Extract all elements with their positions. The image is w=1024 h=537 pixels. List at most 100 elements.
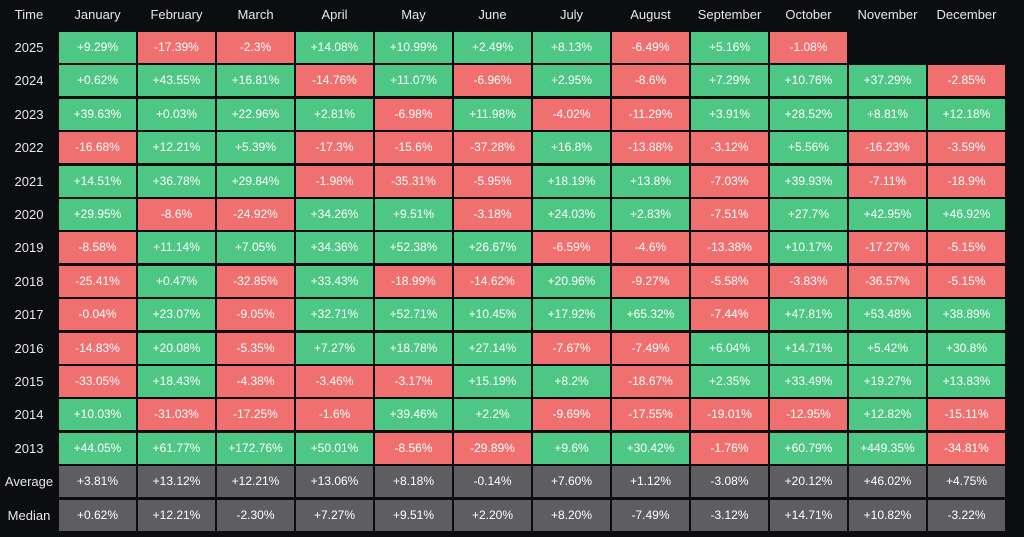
return-cell: -4.6% <box>612 232 689 264</box>
return-cell: -8.58% <box>59 232 136 264</box>
column-header: May <box>401 7 426 22</box>
summary-cell: -3.22% <box>928 499 1005 531</box>
return-cell: +29.95% <box>59 199 136 230</box>
row-label: 2024 <box>14 73 44 89</box>
return-cell: +12.21% <box>138 132 215 164</box>
column-header: February <box>150 7 203 22</box>
return-cell: -4.02% <box>533 98 610 130</box>
return-cell: +26.67% <box>454 232 531 264</box>
summary-cell: +7.27% <box>296 499 373 531</box>
return-cell: +11.07% <box>375 65 452 97</box>
return-cell: +39.93% <box>770 165 847 197</box>
return-cell: +15.19% <box>454 366 531 397</box>
return-cell: +6.04% <box>691 332 768 364</box>
row-label: 2019 <box>14 240 44 256</box>
return-cell: +14.08% <box>296 32 373 63</box>
return-cell: +33.43% <box>296 265 373 297</box>
summary-cell: +12.21% <box>217 466 294 498</box>
return-cell: +46.92% <box>928 199 1005 230</box>
return-cell: -12.95% <box>770 399 847 431</box>
row-label: 2013 <box>14 440 44 456</box>
return-cell: -33.05% <box>59 366 136 397</box>
return-cell: +7.27% <box>296 332 373 364</box>
return-cell: +8.2% <box>533 366 610 397</box>
return-cell: +18.19% <box>533 165 610 197</box>
return-cell: +8.13% <box>533 32 610 63</box>
return-cell: -34.81% <box>928 432 1005 464</box>
return-cell: -9.27% <box>612 265 689 297</box>
summary-cell: +4.75% <box>928 466 1005 498</box>
return-cell: +5.56% <box>770 132 847 164</box>
return-cell: +18.43% <box>138 366 215 397</box>
row-label: 2023 <box>14 106 44 122</box>
return-cell: +27.14% <box>454 332 531 364</box>
column-header: November <box>857 7 918 22</box>
return-cell: -14.76% <box>296 65 373 97</box>
return-cell: -15.11% <box>928 399 1005 431</box>
row-label: 2018 <box>14 273 44 289</box>
summary-cell: +46.02% <box>849 466 926 498</box>
return-cell: -15.6% <box>375 132 452 164</box>
return-cell: -2.85% <box>928 65 1005 97</box>
return-cell: +20.08% <box>138 332 215 364</box>
return-cell: -9.05% <box>217 299 294 331</box>
return-cell: +38.89% <box>928 299 1005 331</box>
return-cell: +27.7% <box>770 199 847 230</box>
return-cell: +5.16% <box>691 32 768 63</box>
return-cell: +22.96% <box>217 98 294 130</box>
summary-cell: +1.12% <box>612 466 689 498</box>
return-cell: -14.83% <box>59 332 136 364</box>
return-cell: +42.95% <box>849 199 926 230</box>
summary-cell: -7.49% <box>612 499 689 531</box>
return-cell: -3.12% <box>691 132 768 164</box>
summary-cell: +12.21% <box>138 499 215 531</box>
return-cell: -6.59% <box>533 232 610 264</box>
return-cell: +16.8% <box>533 132 610 164</box>
return-cell: +33.49% <box>770 366 847 397</box>
return-cell: -18.99% <box>375 265 452 297</box>
row-label: 2021 <box>14 173 44 189</box>
return-cell: +52.38% <box>375 232 452 264</box>
row-label: 2015 <box>14 374 44 389</box>
return-cell: -17.25% <box>217 399 294 431</box>
return-cell: +11.14% <box>138 232 215 264</box>
row-label: 2025 <box>14 40 44 55</box>
return-cell: +2.49% <box>454 32 531 63</box>
return-cell: +10.76% <box>770 65 847 97</box>
return-cell: -7.51% <box>691 199 768 230</box>
return-cell: +43.55% <box>138 65 215 97</box>
column-header: August <box>630 7 671 22</box>
summary-cell: +8.18% <box>375 466 452 498</box>
corner-label: Time <box>14 7 44 22</box>
return-cell: +47.81% <box>770 299 847 331</box>
return-cell: +28.52% <box>770 98 847 130</box>
return-cell: -5.35% <box>217 332 294 364</box>
return-cell: -14.62% <box>454 265 531 297</box>
return-cell: +3.91% <box>691 98 768 130</box>
return-cell: -19.01% <box>691 399 768 431</box>
return-cell: -11.29% <box>612 98 689 130</box>
return-cell: -7.49% <box>612 332 689 364</box>
row-label: 2016 <box>14 340 44 356</box>
column-header: March <box>237 7 274 22</box>
row-label: Median <box>7 507 51 523</box>
return-cell: -3.83% <box>770 265 847 297</box>
return-cell: -3.46% <box>296 366 373 397</box>
return-cell: +11.98% <box>454 98 531 130</box>
return-cell: +37.29% <box>849 65 926 97</box>
column-header: December <box>936 7 997 22</box>
return-cell: -1.6% <box>296 399 373 431</box>
column-header: September <box>697 7 762 22</box>
return-cell: +12.82% <box>849 399 926 431</box>
return-cell: -29.89% <box>454 432 531 464</box>
return-cell: +0.47% <box>138 265 215 297</box>
return-cell: -18.67% <box>612 366 689 397</box>
return-cell: +53.48% <box>849 299 926 331</box>
return-cell: -37.28% <box>454 132 531 164</box>
summary-cell: -3.08% <box>691 466 768 498</box>
row-label: Average <box>4 474 54 490</box>
row-label: 2014 <box>14 407 44 423</box>
return-cell: +5.39% <box>217 132 294 164</box>
return-cell: +2.35% <box>691 366 768 397</box>
return-cell: +172.76% <box>217 432 294 464</box>
